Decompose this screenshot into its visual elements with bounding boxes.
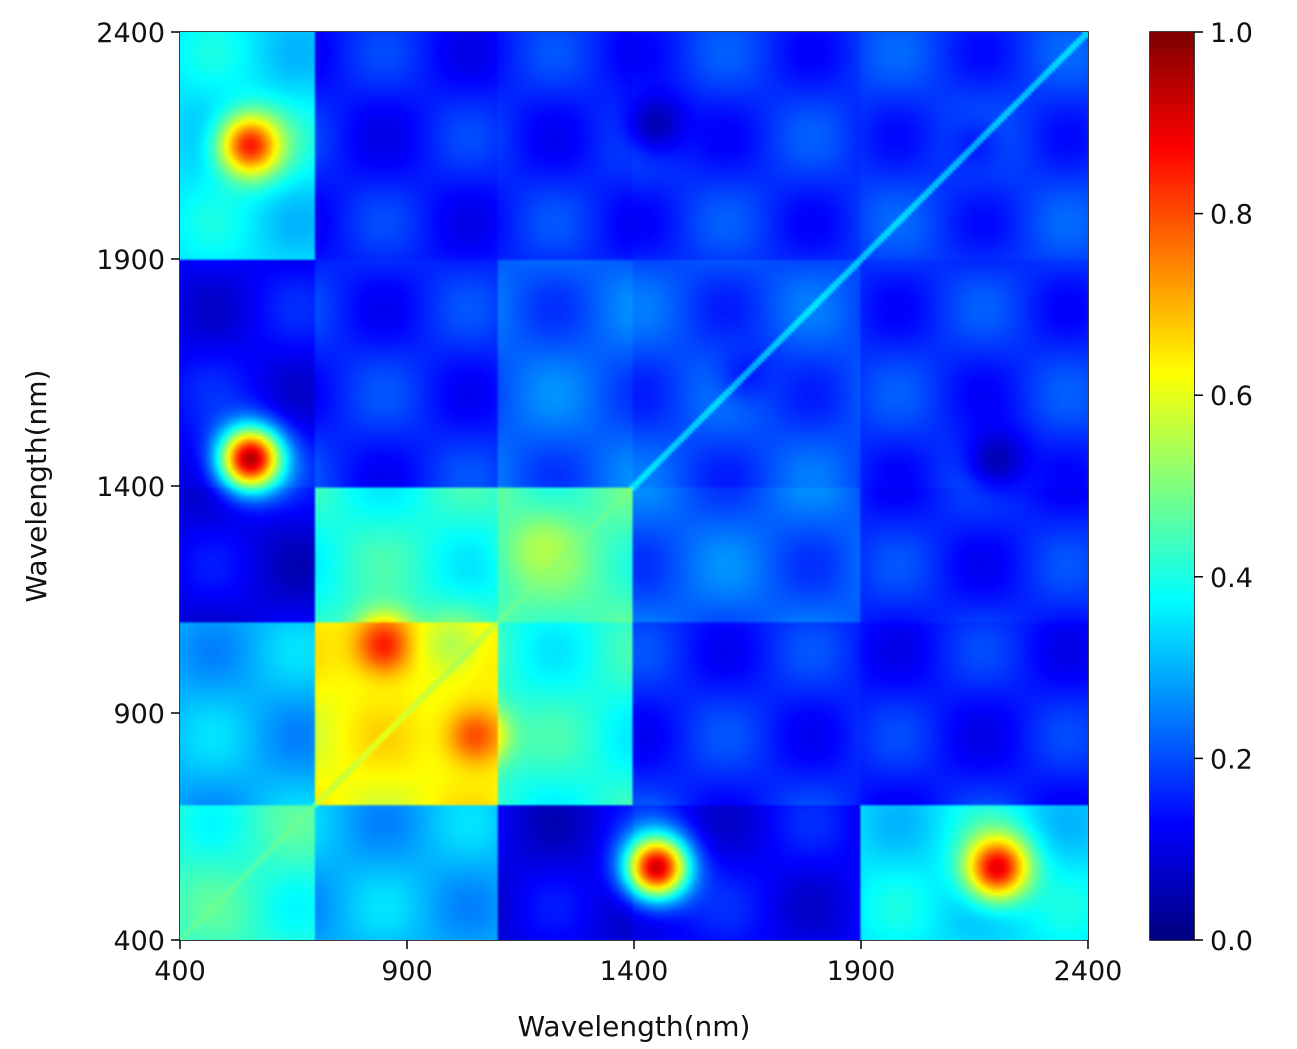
y-tick-label: 1400: [96, 472, 165, 503]
x-tick-label: 400: [154, 956, 206, 987]
colorbar-tick-label: 1.0: [1210, 18, 1253, 49]
colorbar-tick-label: 0.0: [1210, 926, 1253, 957]
x-axis-label: Wavelength(nm): [518, 1010, 751, 1043]
x-tick-label: 900: [381, 956, 433, 987]
x-tick-label: 1400: [600, 956, 669, 987]
x-tick-label: 1900: [827, 956, 896, 987]
y-tick-label: 900: [113, 699, 165, 730]
heatmap-image: [180, 32, 1088, 940]
x-tick-label: 2400: [1054, 956, 1123, 987]
colorbar-tick-label: 0.8: [1210, 200, 1253, 231]
y-tick-label: 1900: [96, 245, 165, 276]
colorbar-tick-label: 0.6: [1210, 381, 1253, 412]
y-axis-label: Wavelength(nm): [20, 370, 53, 603]
colorbar-image: [1150, 32, 1194, 940]
colorbar-tick-label: 0.4: [1210, 563, 1253, 594]
y-tick-label: 2400: [96, 18, 165, 49]
y-tick-label: 400: [113, 926, 165, 957]
colorbar-tick-label: 0.2: [1210, 744, 1253, 775]
